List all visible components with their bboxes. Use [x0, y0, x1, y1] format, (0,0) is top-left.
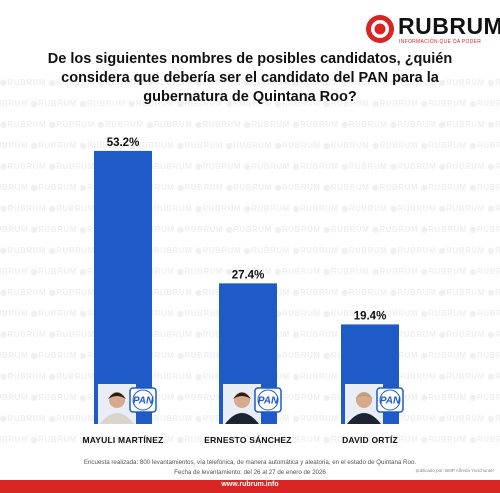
- pan-party-icon: PAN: [129, 387, 157, 413]
- candidate-name-label: DAVID ORTÍZ: [342, 435, 398, 445]
- survey-methodology-note: Encuesta realizada: 800 levantamientos, …: [83, 459, 417, 466]
- rubrum-logo-icon: [366, 15, 394, 43]
- brand-name: RUBRUM: [398, 13, 500, 39]
- bar-value-label: 27.4%: [232, 269, 265, 281]
- brand-tagline: INFORMACIÓN QUE DA PODER: [399, 39, 482, 45]
- publisher-credit: publicado por: BMP Alfredo Yurichunter: [415, 468, 494, 473]
- svg-text:PAN: PAN: [258, 396, 279, 407]
- footer-bar: [0, 480, 500, 493]
- pan-party-icon: PAN: [376, 387, 404, 413]
- svg-text:PAN: PAN: [133, 396, 154, 407]
- bar-value-label: 19.4%: [354, 310, 387, 322]
- footer-url: www.rubrum.info: [221, 481, 279, 488]
- watermark-row: ◉RUBRUM ◉RUBRUM ◉RUBRUM ◉RUBRUM ◉RUBRUM …: [0, 120, 500, 129]
- chart-title: De los siguientes nombres de posibles ca…: [47, 51, 453, 105]
- candidate-name-label: MAYULI MARTÍNEZ: [82, 435, 164, 445]
- bar-value-label: 53.2%: [107, 137, 140, 149]
- bar: [94, 150, 152, 424]
- survey-dates-note: Fecha de levantamiento: del 26 al 27 de …: [174, 469, 326, 476]
- candidate-name-label: ERNESTO SÁNCHEZ: [204, 435, 292, 445]
- svg-text:PAN: PAN: [380, 396, 401, 407]
- pan-party-icon: PAN: [254, 387, 282, 413]
- brand-logo: RUBRUM INFORMACIÓN QUE DA PODER: [365, 12, 500, 48]
- bar-chart: 53.2% PAN 27.4% PAN 19.4% PAN: [94, 137, 404, 424]
